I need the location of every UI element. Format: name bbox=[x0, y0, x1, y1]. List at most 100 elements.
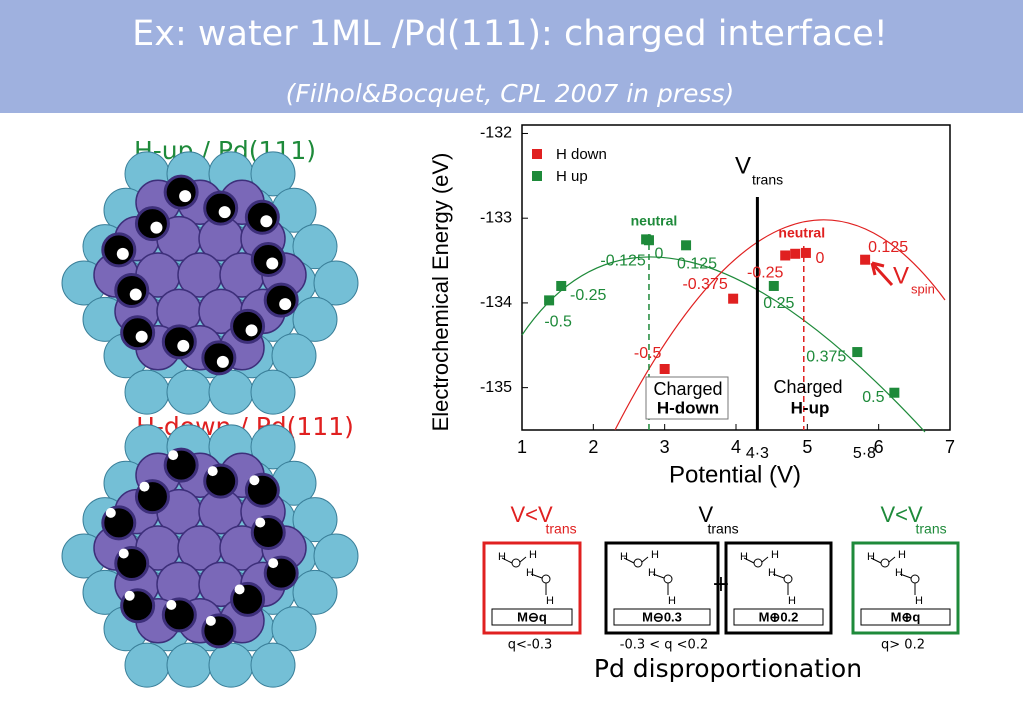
vspin-label: V bbox=[893, 262, 909, 289]
extra-tick-label: 4·3 bbox=[746, 445, 769, 462]
point-label: -0.25 bbox=[747, 265, 784, 282]
water-h bbox=[116, 247, 129, 260]
clusters bbox=[61, 151, 359, 688]
charge-box bbox=[860, 608, 951, 626]
water-h bbox=[207, 466, 218, 477]
x-tick-label: 5 bbox=[802, 437, 812, 457]
charged-label: Charged bbox=[773, 377, 842, 397]
bond bbox=[743, 556, 789, 595]
panel-frame bbox=[482, 541, 582, 635]
atom-back bbox=[292, 224, 338, 270]
water-h bbox=[177, 339, 190, 352]
point bbox=[643, 235, 654, 246]
atom-label: H bbox=[768, 567, 776, 579]
x-tick-label: 7 bbox=[945, 437, 955, 457]
diagram: + q<-0.3 -0.3 < q <0.2 q> 0.2 Pd disprop… bbox=[482, 502, 960, 683]
point-label: 0.125 bbox=[677, 256, 717, 273]
atom-back bbox=[250, 424, 296, 470]
atom-back bbox=[124, 369, 170, 415]
y-tick-label: -135 bbox=[480, 379, 512, 396]
x-tick-label: 6 bbox=[874, 437, 884, 457]
charge-label: M⊕0.2 bbox=[759, 609, 799, 624]
oxygen bbox=[783, 574, 793, 584]
water-h bbox=[139, 481, 150, 492]
atom-back bbox=[313, 260, 359, 306]
water-h bbox=[260, 215, 273, 228]
atom-label: H bbox=[668, 595, 676, 607]
atom-label: H bbox=[898, 549, 906, 561]
oxygen bbox=[910, 574, 920, 584]
x-axis-label: Potential (V) bbox=[669, 461, 801, 488]
title: Ex: water 1ML /Pd(111): charged interfac… bbox=[132, 14, 888, 54]
charge-label: M⊖q bbox=[517, 609, 547, 624]
atom-back bbox=[250, 151, 296, 197]
charged-label: Charged bbox=[653, 379, 722, 399]
water-h bbox=[255, 517, 266, 528]
y-tick-label: -133 bbox=[480, 209, 512, 226]
legend-label: H down bbox=[556, 146, 607, 163]
atom-back bbox=[313, 533, 359, 579]
oxygen bbox=[633, 558, 643, 568]
water-h bbox=[135, 330, 148, 343]
atom-back bbox=[166, 642, 212, 688]
water-h bbox=[268, 558, 279, 569]
point-label: -0.375 bbox=[682, 276, 727, 293]
y-tick-label: -132 bbox=[480, 125, 512, 142]
regime-label: V bbox=[699, 502, 714, 527]
atom-label: H bbox=[498, 551, 506, 563]
point-label: -0.5 bbox=[544, 314, 572, 331]
point-label: 0.25 bbox=[763, 295, 794, 312]
vspin-sub: spin bbox=[911, 281, 935, 296]
fit-curve-h-down bbox=[614, 219, 946, 431]
atom-label: H bbox=[529, 549, 537, 561]
atom-label: H bbox=[867, 551, 875, 563]
point bbox=[544, 295, 555, 306]
atom-back bbox=[271, 333, 317, 379]
point bbox=[659, 364, 670, 374]
water-h bbox=[266, 257, 279, 270]
oxygen bbox=[541, 574, 551, 584]
atom-label: H bbox=[915, 595, 923, 607]
atom-back bbox=[271, 606, 317, 652]
caption: q<-0.3 bbox=[508, 638, 553, 653]
regime-label: V<V bbox=[511, 502, 554, 527]
water-h bbox=[216, 355, 229, 368]
bond bbox=[623, 556, 669, 595]
point bbox=[728, 293, 739, 304]
regime-sub: trans bbox=[916, 521, 947, 537]
atom-back bbox=[124, 642, 170, 688]
oxygen bbox=[663, 574, 673, 584]
header-band bbox=[0, 0, 1023, 113]
x-tick-label: 2 bbox=[588, 437, 598, 457]
water-h bbox=[129, 288, 142, 301]
x-tick-label: 3 bbox=[660, 437, 670, 457]
legend-marker bbox=[532, 171, 542, 181]
charged-label: H-down bbox=[657, 398, 719, 417]
subtitle: (Filhol&Bocquet, CPL 2007 in press) bbox=[286, 79, 735, 108]
water-h bbox=[168, 450, 179, 461]
vtrans-label: V bbox=[735, 152, 751, 179]
water-h bbox=[245, 324, 258, 337]
point bbox=[790, 248, 801, 259]
atom-label: H bbox=[788, 595, 796, 607]
point-label: -0.25 bbox=[570, 287, 607, 304]
water-h bbox=[105, 507, 116, 518]
point bbox=[780, 250, 791, 261]
point bbox=[860, 254, 871, 265]
charge-label: M⊖0.3 bbox=[642, 609, 682, 624]
atom-back bbox=[292, 497, 338, 543]
legend-label: H up bbox=[556, 168, 588, 185]
water-h bbox=[218, 206, 231, 219]
vtrans-sub: trans bbox=[752, 172, 783, 188]
legend-marker bbox=[532, 149, 542, 159]
point-label: 0.375 bbox=[806, 348, 846, 365]
atom-back bbox=[208, 369, 254, 415]
y-axis-label: Electrochemical Energy (eV) bbox=[428, 153, 453, 432]
extra-tick-label: 5·8 bbox=[853, 445, 876, 462]
atom-back bbox=[208, 642, 254, 688]
water-h bbox=[205, 615, 216, 626]
neutral-label: neutral bbox=[631, 213, 678, 229]
water-h bbox=[279, 298, 292, 311]
